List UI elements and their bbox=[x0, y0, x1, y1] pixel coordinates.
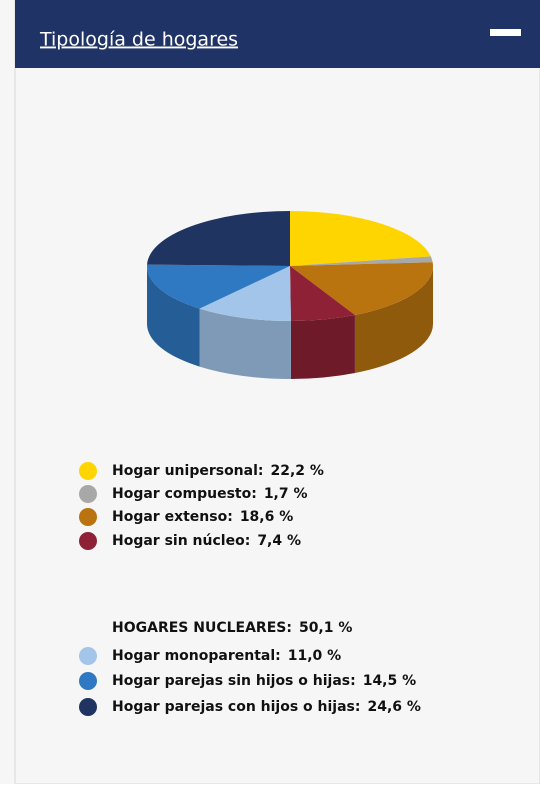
group-value: 50,1 % bbox=[299, 620, 352, 636]
pie-slice-side bbox=[147, 266, 200, 367]
legend-marker bbox=[79, 698, 97, 716]
group-label: HOGARES NUCLEARES: 50,1 % bbox=[112, 620, 352, 636]
legend-category: Hogar parejas con hijos o hijas: bbox=[112, 699, 361, 715]
collapse-button[interactable] bbox=[490, 29, 521, 36]
legend-category: Hogar parejas sin hijos o hijas: bbox=[112, 673, 356, 689]
legend-marker bbox=[79, 485, 97, 503]
legend-value: 1,7 % bbox=[264, 486, 308, 502]
pie-slice-side bbox=[199, 308, 291, 379]
legend-marker bbox=[79, 462, 97, 480]
legend-category: Hogar compuesto: bbox=[112, 486, 257, 502]
legend-value: 22,2 % bbox=[271, 463, 324, 479]
legend-category: Hogar extenso: bbox=[112, 509, 233, 525]
legend-marker bbox=[79, 647, 97, 665]
legend-label: Hogar sin núcleo: 7,4 % bbox=[112, 533, 301, 549]
pie-slice bbox=[290, 262, 433, 316]
legend-value: 11,0 % bbox=[288, 648, 341, 664]
panel-border bbox=[14, 0, 540, 785]
header-title[interactable]: Tipología de hogares bbox=[39, 29, 238, 51]
legend-label: Hogar parejas con hijos o hijas: 24,6 % bbox=[112, 699, 421, 715]
legend-label: Hogar parejas sin hijos o hijas: 14,5 % bbox=[112, 673, 416, 689]
pie-slice bbox=[199, 266, 291, 321]
header-bar bbox=[15, 0, 540, 68]
legend-label: Hogar unipersonal: 22,2 % bbox=[112, 463, 324, 479]
pie-slice bbox=[290, 266, 355, 321]
legend-label: Hogar extenso: 18,6 % bbox=[112, 509, 293, 525]
legend-category: Hogar sin núcleo: bbox=[112, 533, 250, 549]
legend-label: Hogar monoparental: 11,0 % bbox=[112, 648, 341, 664]
pie-slice bbox=[147, 264, 290, 309]
legend-category: Hogar unipersonal: bbox=[112, 463, 264, 479]
legend-value: 7,4 % bbox=[257, 533, 301, 549]
legend-marker bbox=[79, 672, 97, 690]
legend-label: Hogar compuesto: 1,7 % bbox=[112, 486, 308, 502]
pie-slice-side bbox=[290, 315, 355, 379]
pie-slice bbox=[147, 211, 290, 266]
pie-slice bbox=[290, 211, 431, 266]
pie-slice bbox=[290, 256, 433, 266]
group-name: HOGARES NUCLEARES: bbox=[112, 620, 292, 636]
legend-marker bbox=[79, 532, 97, 550]
legend-value: 18,6 % bbox=[240, 509, 293, 525]
legend-marker bbox=[79, 508, 97, 526]
legend-value: 24,6 % bbox=[368, 699, 421, 715]
legend-category: Hogar monoparental: bbox=[112, 648, 281, 664]
legend-value: 14,5 % bbox=[363, 673, 416, 689]
pie-slice-side bbox=[354, 266, 434, 374]
